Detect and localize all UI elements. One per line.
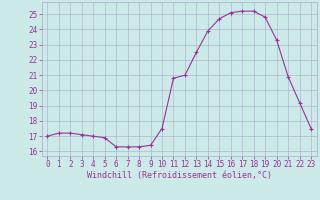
X-axis label: Windchill (Refroidissement éolien,°C): Windchill (Refroidissement éolien,°C): [87, 171, 272, 180]
